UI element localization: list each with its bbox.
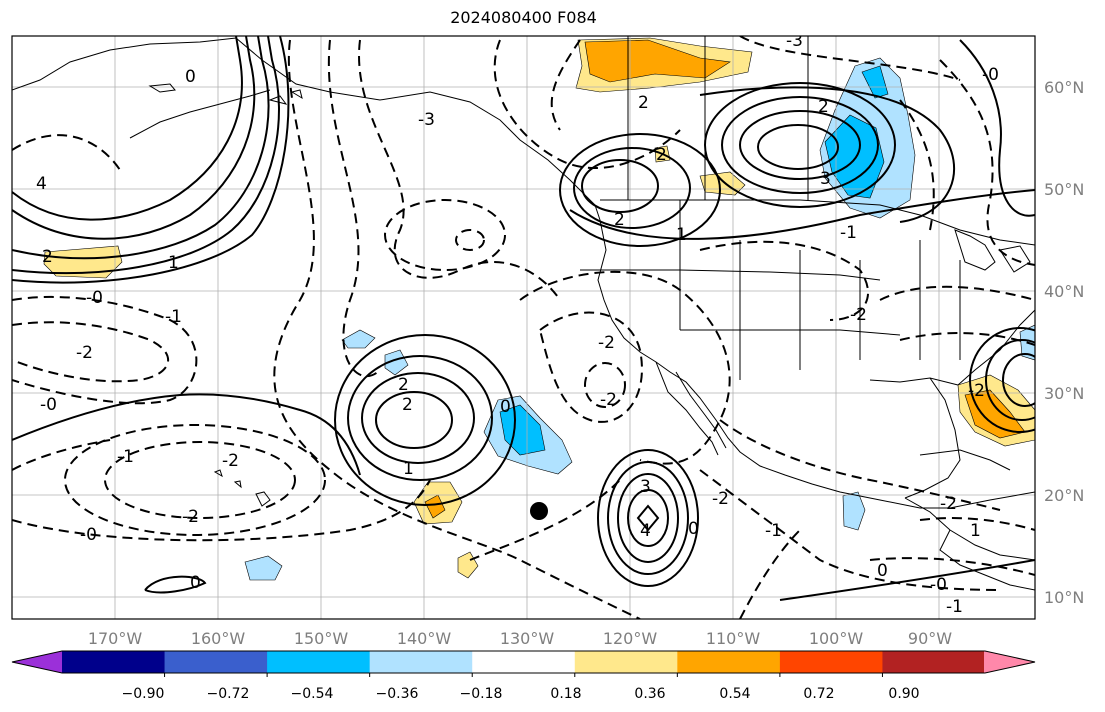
- svg-text:110°W: 110°W: [706, 629, 761, 648]
- svg-text:1: 1: [168, 253, 179, 273]
- svg-text:-0: -0: [982, 65, 999, 85]
- svg-text:40°N: 40°N: [1044, 282, 1084, 301]
- svg-text:2: 2: [398, 375, 409, 395]
- svg-text:1: 1: [676, 225, 687, 245]
- svg-text:1: 1: [403, 459, 414, 479]
- svg-text:160°W: 160°W: [191, 629, 246, 648]
- svg-text:170°W: 170°W: [88, 629, 143, 648]
- latitude-labels: 60°N 50°N 40°N 30°N 20°N 10°N: [1044, 78, 1084, 607]
- svg-text:-2: -2: [598, 333, 615, 353]
- svg-text:0: 0: [877, 561, 888, 581]
- solid-contours: [12, 36, 1035, 601]
- svg-text:4: 4: [36, 174, 47, 194]
- svg-text:3: 3: [640, 477, 651, 497]
- svg-text:2: 2: [656, 145, 667, 165]
- svg-text:0.54: 0.54: [719, 686, 750, 702]
- svg-text:10°N: 10°N: [1044, 588, 1084, 607]
- svg-text:-2: -2: [940, 494, 957, 514]
- svg-text:150°W: 150°W: [294, 629, 349, 648]
- colorbar-segment: [369, 651, 473, 673]
- svg-text:2: 2: [42, 247, 53, 267]
- svg-text:-2: -2: [850, 305, 867, 325]
- colorbar-extend-high: [984, 651, 1035, 673]
- svg-text:0.72: 0.72: [803, 686, 834, 702]
- colorbar-labels: −0.90 −0.72 −0.54 −0.36 −0.18 0.18 0.36 …: [122, 686, 920, 702]
- colorbar-segment: [779, 651, 883, 673]
- svg-text:-0: -0: [40, 395, 57, 415]
- svg-text:0: 0: [500, 397, 511, 417]
- svg-text:−0.36: −0.36: [376, 686, 419, 702]
- svg-text:120°W: 120°W: [603, 629, 658, 648]
- svg-text:20°N: 20°N: [1044, 486, 1084, 505]
- svg-text:-0: -0: [930, 575, 947, 595]
- svg-text:-2: -2: [712, 489, 729, 509]
- svg-text:-3: -3: [786, 31, 803, 51]
- svg-text:-1: -1: [765, 521, 782, 541]
- svg-text:-1: -1: [165, 307, 182, 327]
- graticule: [12, 36, 1035, 619]
- svg-text:0: 0: [185, 67, 196, 87]
- coastlines: [12, 36, 1035, 591]
- svg-text:-0: -0: [80, 525, 97, 545]
- svg-text:2: 2: [638, 93, 649, 113]
- svg-text:100°W: 100°W: [809, 629, 864, 648]
- colorbar-segment: [677, 651, 781, 673]
- svg-text:−0.18: −0.18: [460, 686, 503, 702]
- svg-text:-2: -2: [222, 451, 239, 471]
- map-frame: [11, 35, 1036, 620]
- svg-text:-0: -0: [86, 288, 103, 308]
- contour-labels: 4 2 1 0 -0 -1 -2 -3 3 2 1 2 2 1 2 0 -2 -…: [36, 31, 999, 617]
- svg-text:0.36: 0.36: [634, 686, 665, 702]
- svg-text:0: 0: [688, 519, 699, 539]
- svg-text:-1: -1: [840, 223, 857, 243]
- map-title: 2024080400 F084: [450, 8, 597, 27]
- shaded-anomaly-areas: [43, 37, 1035, 581]
- svg-text:1: 1: [970, 521, 981, 541]
- colorbar-extend-low: [12, 651, 63, 673]
- svg-text:0: 0: [190, 573, 201, 593]
- svg-text:-1: -1: [117, 447, 134, 467]
- colorbar-outline: [11, 650, 1036, 674]
- svg-text:-2: -2: [600, 390, 617, 410]
- colorbar-segment: [164, 651, 268, 673]
- svg-text:50°N: 50°N: [1044, 180, 1084, 199]
- svg-text:-3: -3: [418, 110, 435, 130]
- svg-text:140°W: 140°W: [397, 629, 452, 648]
- svg-text:0.90: 0.90: [888, 686, 919, 702]
- svg-text:2: 2: [818, 97, 829, 117]
- svg-text:-1: -1: [946, 597, 963, 617]
- svg-text:0.18: 0.18: [550, 686, 581, 702]
- svg-text:−0.90: −0.90: [122, 686, 165, 702]
- colorbar-segment: [472, 651, 576, 673]
- svg-text:90°W: 90°W: [908, 629, 952, 648]
- station-marker: [530, 502, 548, 520]
- colorbar-segment: [882, 651, 986, 673]
- svg-text:2: 2: [402, 395, 413, 415]
- svg-text:2: 2: [614, 210, 625, 230]
- colorbar-segment: [62, 651, 166, 673]
- svg-text:3: 3: [820, 169, 831, 189]
- colorbar-segment: [267, 651, 371, 673]
- svg-text:4: 4: [640, 521, 651, 541]
- dashed-contours: [12, 36, 1035, 619]
- colorbar-segment: [574, 651, 678, 673]
- svg-text:60°N: 60°N: [1044, 78, 1084, 97]
- svg-text:130°W: 130°W: [500, 629, 555, 648]
- longitude-labels: 170°W 160°W 150°W 140°W 130°W 120°W 110°…: [88, 629, 952, 648]
- svg-text:-2: -2: [968, 381, 985, 401]
- svg-text:−0.54: −0.54: [291, 686, 334, 702]
- svg-text:30°N: 30°N: [1044, 384, 1084, 403]
- svg-text:-2: -2: [76, 343, 93, 363]
- colorbar: [11, 650, 1036, 677]
- svg-text:-2: -2: [182, 507, 199, 527]
- svg-text:−0.72: −0.72: [207, 686, 250, 702]
